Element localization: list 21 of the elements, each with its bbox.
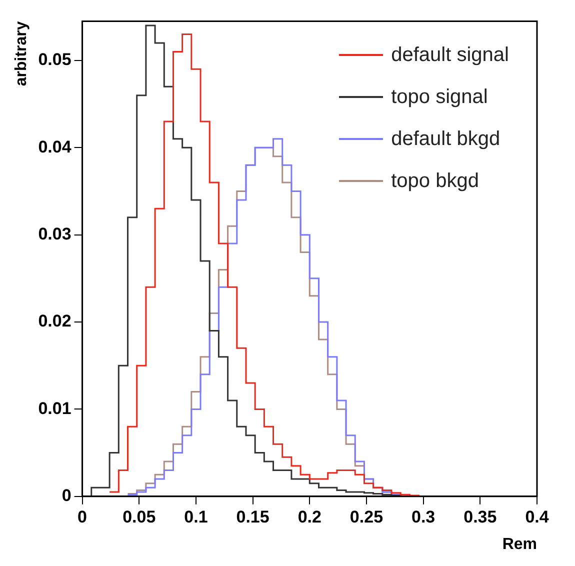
x-tick-label: 0.15 [236,507,270,526]
y-tick-label: 0.03 [38,224,72,244]
y-tick-label: 0.02 [38,312,72,331]
y-axis-title: arbitrary [13,21,30,86]
x-tick-label: 0.4 [525,507,550,526]
x-tick-label: 0.1 [184,507,208,526]
legend-label: default bkgd [391,128,500,150]
y-tick-label: 0 [62,486,72,506]
y-tick-label: 0.05 [38,50,72,70]
legend-label: topo bkgd [391,170,479,192]
x-tick-label: 0.2 [298,507,322,526]
y-tick-label: 0.04 [38,137,72,156]
x-tick-label: 0.25 [350,507,384,526]
x-tick-label: 0 [78,507,88,526]
x-tick-label: 0.05 [122,507,156,526]
legend-label: topo signal [391,86,488,108]
x-tick-label: 0.3 [412,507,436,526]
x-tick-label: 0.35 [464,507,497,526]
y-tick-label: 0.01 [38,398,72,418]
x-axis-title: Rem [502,536,537,553]
legend-label: default signal [391,44,509,66]
